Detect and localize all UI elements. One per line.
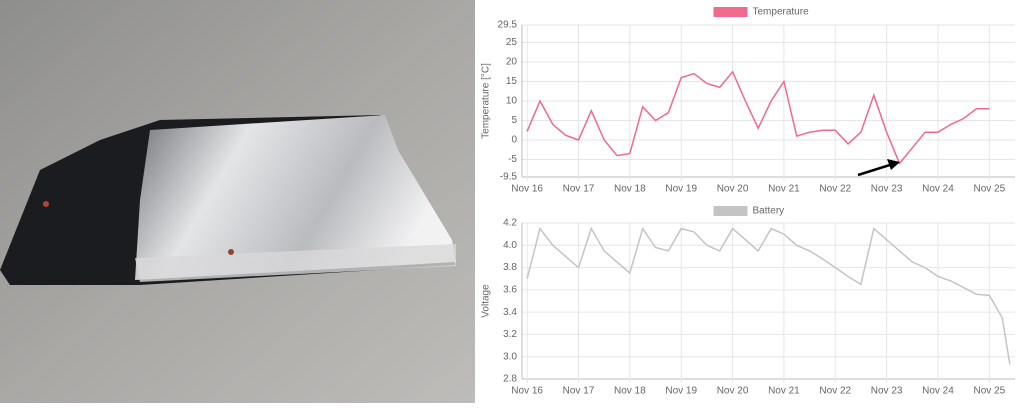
y-tick-label: 5 bbox=[511, 115, 517, 126]
y-tick-label: 3.8 bbox=[503, 262, 517, 273]
x-tick-label: Nov 24 bbox=[922, 184, 954, 195]
x-tick-label: Nov 22 bbox=[819, 184, 851, 195]
y-tick-label: 0 bbox=[511, 135, 517, 146]
y-tick-label: 3.2 bbox=[503, 329, 517, 340]
x-tick-label: Nov 23 bbox=[871, 386, 903, 397]
annotation-arrow bbox=[857, 162, 894, 177]
data-line bbox=[526, 70, 990, 165]
legend-label: Temperature bbox=[753, 7, 810, 18]
x-tick-label: Nov 22 bbox=[819, 386, 851, 397]
y-tick-label: 20 bbox=[506, 57, 518, 68]
x-tick-label: Nov 25 bbox=[973, 386, 1005, 397]
x-tick-label: Nov 24 bbox=[922, 386, 954, 397]
x-tick-label: Nov 18 bbox=[614, 184, 646, 195]
photo bbox=[0, 0, 475, 403]
legend-swatch bbox=[713, 7, 748, 17]
x-tick-label: Nov 18 bbox=[614, 386, 646, 397]
x-tick-label: Nov 25 bbox=[973, 184, 1005, 195]
y-tick-label: -9.5 bbox=[500, 172, 518, 183]
x-tick-label: Nov 21 bbox=[768, 386, 800, 397]
x-tick-label: Nov 16 bbox=[511, 184, 543, 195]
y-tick-label: 15 bbox=[506, 76, 518, 87]
x-tick-label: Nov 21 bbox=[768, 184, 800, 195]
x-tick-label: Nov 19 bbox=[665, 184, 697, 195]
y-tick-label: 10 bbox=[506, 96, 518, 107]
y-axis-label: Voltage bbox=[481, 284, 492, 318]
y-tick-label: 2.8 bbox=[503, 374, 517, 385]
legend-swatch bbox=[713, 206, 748, 216]
y-tick-label: -5 bbox=[508, 154, 517, 165]
y-tick-label: 29.5 bbox=[498, 20, 518, 31]
y-tick-label: 4.2 bbox=[503, 218, 517, 229]
annotation-arrowhead bbox=[887, 159, 900, 170]
y-tick-label: 3.4 bbox=[503, 307, 517, 318]
x-tick-label: Nov 17 bbox=[563, 386, 595, 397]
x-tick-label: Nov 19 bbox=[665, 386, 697, 397]
x-tick-label: Nov 16 bbox=[511, 386, 543, 397]
x-tick-label: Nov 20 bbox=[717, 386, 749, 397]
x-tick-label: Nov 23 bbox=[871, 184, 903, 195]
x-tick-label: Nov 17 bbox=[563, 184, 595, 195]
y-tick-label: 25 bbox=[506, 37, 518, 48]
y-tick-label: 3.6 bbox=[503, 284, 517, 295]
legend-label: Battery bbox=[753, 206, 785, 217]
y-tick-label: 4.0 bbox=[503, 240, 517, 251]
x-tick-label: Nov 20 bbox=[717, 184, 749, 195]
y-axis-label: Temperature [°C] bbox=[481, 63, 492, 139]
y-tick-label: 3.0 bbox=[503, 351, 517, 362]
data-line bbox=[526, 226, 1011, 365]
